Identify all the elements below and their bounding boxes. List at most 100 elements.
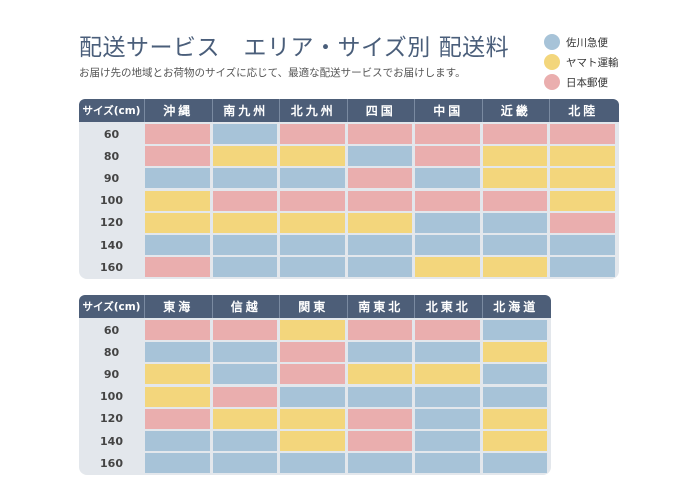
rate-cell [415, 212, 480, 233]
size-label: 120 [100, 216, 123, 230]
rate-cell [212, 386, 277, 407]
rate-cell [347, 342, 412, 363]
legend: 佐川急便 ヤマト運輸 日本郵便 [544, 32, 619, 92]
rate-cell [347, 124, 412, 144]
legend-item-japanpost: 日本郵便 [544, 72, 619, 92]
size-label: 140 [100, 434, 123, 448]
region-header: 東海 [144, 295, 212, 318]
legend-label: 佐川急便 [566, 36, 608, 49]
rate-cell [482, 168, 547, 189]
rate-cell [347, 146, 412, 167]
rate-cell [550, 257, 615, 278]
region-header: 近畿 [481, 99, 550, 122]
rate-cell [280, 212, 345, 233]
rate-cell [347, 190, 412, 211]
rate-cell [482, 146, 547, 167]
region-header: 沖縄 [144, 99, 212, 122]
table-row: 90 [79, 364, 549, 385]
rate-cell [145, 342, 210, 363]
table-row: 80 [79, 342, 549, 363]
region-header: 関東 [279, 295, 347, 318]
region-header: 北海道 [481, 295, 550, 318]
rate-cell [212, 124, 277, 144]
rate-cell [415, 342, 480, 363]
rate-cell [415, 408, 480, 429]
legend-swatch-sagawa [544, 34, 560, 50]
rate-cell [145, 386, 210, 407]
rate-cell [550, 235, 615, 255]
legend-label: ヤマト運輸 [566, 56, 619, 69]
size-column-header: サイズ(cm) [82, 105, 141, 117]
rate-cell [415, 124, 480, 144]
size-label: 100 [100, 194, 123, 208]
rate-cell [347, 320, 412, 340]
rate-cell [280, 453, 345, 474]
rate-cell [550, 168, 615, 189]
size-label: 80 [103, 345, 120, 359]
table-row: 140 [79, 235, 617, 255]
size-label: 160 [100, 456, 123, 470]
region-header: 北陸 [549, 99, 617, 122]
rate-cell [145, 168, 210, 189]
region-header: 北九州 [279, 99, 347, 122]
rate-cell [347, 386, 412, 407]
rate-cell [145, 235, 210, 255]
size-label: 160 [100, 260, 123, 274]
rate-cell [482, 190, 547, 211]
legend-item-sagawa: 佐川急便 [544, 32, 619, 52]
table-row: 60 [79, 320, 549, 340]
table-row: 100 [79, 190, 617, 211]
rate-cell [145, 453, 210, 474]
rate-cell [212, 320, 277, 340]
table-row: 160 [79, 257, 617, 278]
rate-cell [280, 342, 345, 363]
rate-cell [415, 386, 480, 407]
rate-cell [145, 124, 210, 144]
legend-label: 日本郵便 [566, 76, 608, 89]
region-header: 北東北 [414, 295, 482, 318]
table-row: 100 [79, 386, 549, 407]
rate-cell [415, 190, 480, 211]
rate-cell [145, 212, 210, 233]
legend-swatch-yamato [544, 54, 560, 70]
rate-cell [212, 212, 277, 233]
rate-cell [212, 453, 277, 474]
table-row: 60 [79, 124, 617, 144]
region-header: 南東北 [346, 295, 415, 318]
region-header: 四国 [346, 99, 415, 122]
page-subtitle: お届け先の地域とお荷物のサイズに応じて、最適な配送サービスでお届けします。 [79, 67, 466, 79]
rate-cell [280, 364, 345, 385]
region-header: 信越 [211, 295, 280, 318]
region-header: 中国 [414, 99, 482, 122]
table-row: 160 [79, 453, 549, 474]
rate-cell [482, 408, 547, 429]
rate-cell [280, 320, 345, 340]
rate-cell [482, 124, 547, 144]
rate-cell [415, 146, 480, 167]
rate-cell [280, 386, 345, 407]
table-row: 120 [79, 408, 549, 429]
rate-cell [212, 431, 277, 451]
rate-cell [482, 320, 547, 340]
rate-cell [280, 235, 345, 255]
rate-cell [212, 190, 277, 211]
rate-cell [212, 408, 277, 429]
rate-cell [482, 342, 547, 363]
rate-cell [212, 364, 277, 385]
rate-cell [280, 124, 345, 144]
rate-cell [482, 364, 547, 385]
rate-cell [145, 146, 210, 167]
rate-cell [415, 320, 480, 340]
rate-cell [347, 235, 412, 255]
page-title: 配送サービス エリア・サイズ別 配送料 [79, 35, 510, 61]
rate-cell [280, 408, 345, 429]
table-row: 120 [79, 212, 617, 233]
table-header: サイズ(cm) 沖縄 南九州 北九州 四国 中国 近畿 北陸 [79, 99, 619, 122]
rate-cell [550, 146, 615, 167]
rate-cell [482, 235, 547, 255]
size-label: 100 [100, 390, 123, 404]
rate-cell [482, 386, 547, 407]
rate-cell [280, 168, 345, 189]
size-label: 60 [103, 323, 120, 337]
rate-cell [212, 342, 277, 363]
